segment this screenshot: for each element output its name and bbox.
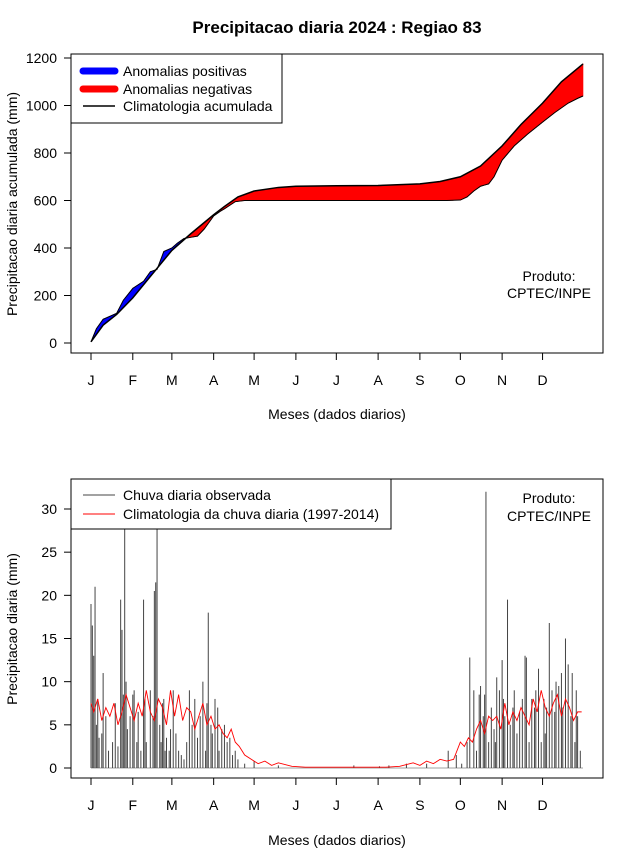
y-tick-label: 200 xyxy=(34,288,58,304)
x-tick-label: J xyxy=(292,372,299,388)
y-tick-label: 0 xyxy=(49,760,57,776)
x-tick-label: F xyxy=(129,797,138,813)
observed-cumulative-line xyxy=(90,95,584,343)
y-axis-label-2: Precipitacao diaria (mm) xyxy=(4,553,20,705)
y-tick-label: 5 xyxy=(49,717,57,733)
x-tick-label: J xyxy=(88,797,95,813)
annotation-source-2: CPTEC/INPE xyxy=(507,508,591,524)
x-tick-label: F xyxy=(129,372,138,388)
x-axis-label: Meses (dados diarios) xyxy=(268,406,406,422)
x-tick-label: O xyxy=(455,372,466,388)
x-tick-label: M xyxy=(248,797,260,813)
y-tick-label: 600 xyxy=(34,193,58,209)
x-tick-label: A xyxy=(373,372,383,388)
legend-label-negative: Anomalias negativas xyxy=(123,81,252,97)
x-tick-label: S xyxy=(415,797,424,813)
daily-panel: 0 5 10 15 20 25 30 J F M A M J J A S O N D Meses (dados d… xyxy=(4,478,604,848)
y-axis-2: 0 5 10 15 20 25 30 xyxy=(41,501,72,776)
x-tick-label: D xyxy=(537,797,547,813)
y-tick-label: 1200 xyxy=(26,50,57,66)
chart-title: Precipitacao diaria 2024 : Regiao 83 xyxy=(192,18,481,37)
negative-anomaly-segment xyxy=(582,63,584,97)
x-tick-label: M xyxy=(166,372,178,388)
y-tick-label: 15 xyxy=(41,631,57,647)
x-axis-label-2: Meses (dados diarios) xyxy=(268,832,406,848)
x-tick-label: S xyxy=(415,372,424,388)
legend-box-2 xyxy=(70,478,392,530)
x-tick-label: O xyxy=(455,797,466,813)
y-axis: 0 200 400 600 800 1000 1200 xyxy=(26,50,72,351)
x-tick-label: J xyxy=(333,797,340,813)
x-tick-label: N xyxy=(497,797,507,813)
x-tick-label: J xyxy=(333,372,340,388)
y-tick-label: 25 xyxy=(41,544,57,560)
x-tick-label: M xyxy=(166,797,178,813)
climatology-daily-line xyxy=(90,690,582,768)
y-tick-label: 20 xyxy=(41,587,57,603)
x-tick-label: A xyxy=(209,372,219,388)
y-tick-label: 400 xyxy=(34,240,58,256)
x-tick-label: D xyxy=(537,372,547,388)
x-tick-label: M xyxy=(248,372,260,388)
x-tick-label: A xyxy=(209,797,219,813)
y-tick-label: 1000 xyxy=(26,98,57,114)
legend-label-climatology: Climatologia acumulada xyxy=(123,98,273,114)
y-tick-label: 800 xyxy=(34,145,58,161)
y-axis-label: Precipitacao diaria acumulada (mm) xyxy=(4,92,20,316)
x-tick-label: J xyxy=(88,372,95,388)
legend-2: Chuva diaria observada Climatologia da c… xyxy=(70,478,392,530)
x-tick-label: J xyxy=(292,797,299,813)
observed-rain-spikes xyxy=(90,491,583,769)
cumulative-panel: 0 200 400 600 800 1000 1200 J F M A M J J A S O N D Meses… xyxy=(4,50,604,422)
annotation-produto: Produto: xyxy=(523,268,576,284)
annotation-source: CPTEC/INPE xyxy=(507,285,591,301)
x-tick-label: A xyxy=(373,797,383,813)
y-tick-label: 30 xyxy=(41,501,57,517)
legend-label-positive: Anomalias positivas xyxy=(123,63,247,79)
legend: Anomalias positivas Anomalias negativas … xyxy=(70,53,283,124)
legend-label-climatology-daily: Climatologia da chuva diaria (1997-2014) xyxy=(123,506,379,522)
y-tick-label: 0 xyxy=(49,335,57,351)
x-tick-label: N xyxy=(497,372,507,388)
annotation-produto-2: Produto: xyxy=(523,490,576,506)
y-tick-label: 10 xyxy=(41,674,57,690)
climatology-cumulative-line xyxy=(90,63,584,343)
legend-label-observed: Chuva diaria observada xyxy=(123,487,271,503)
